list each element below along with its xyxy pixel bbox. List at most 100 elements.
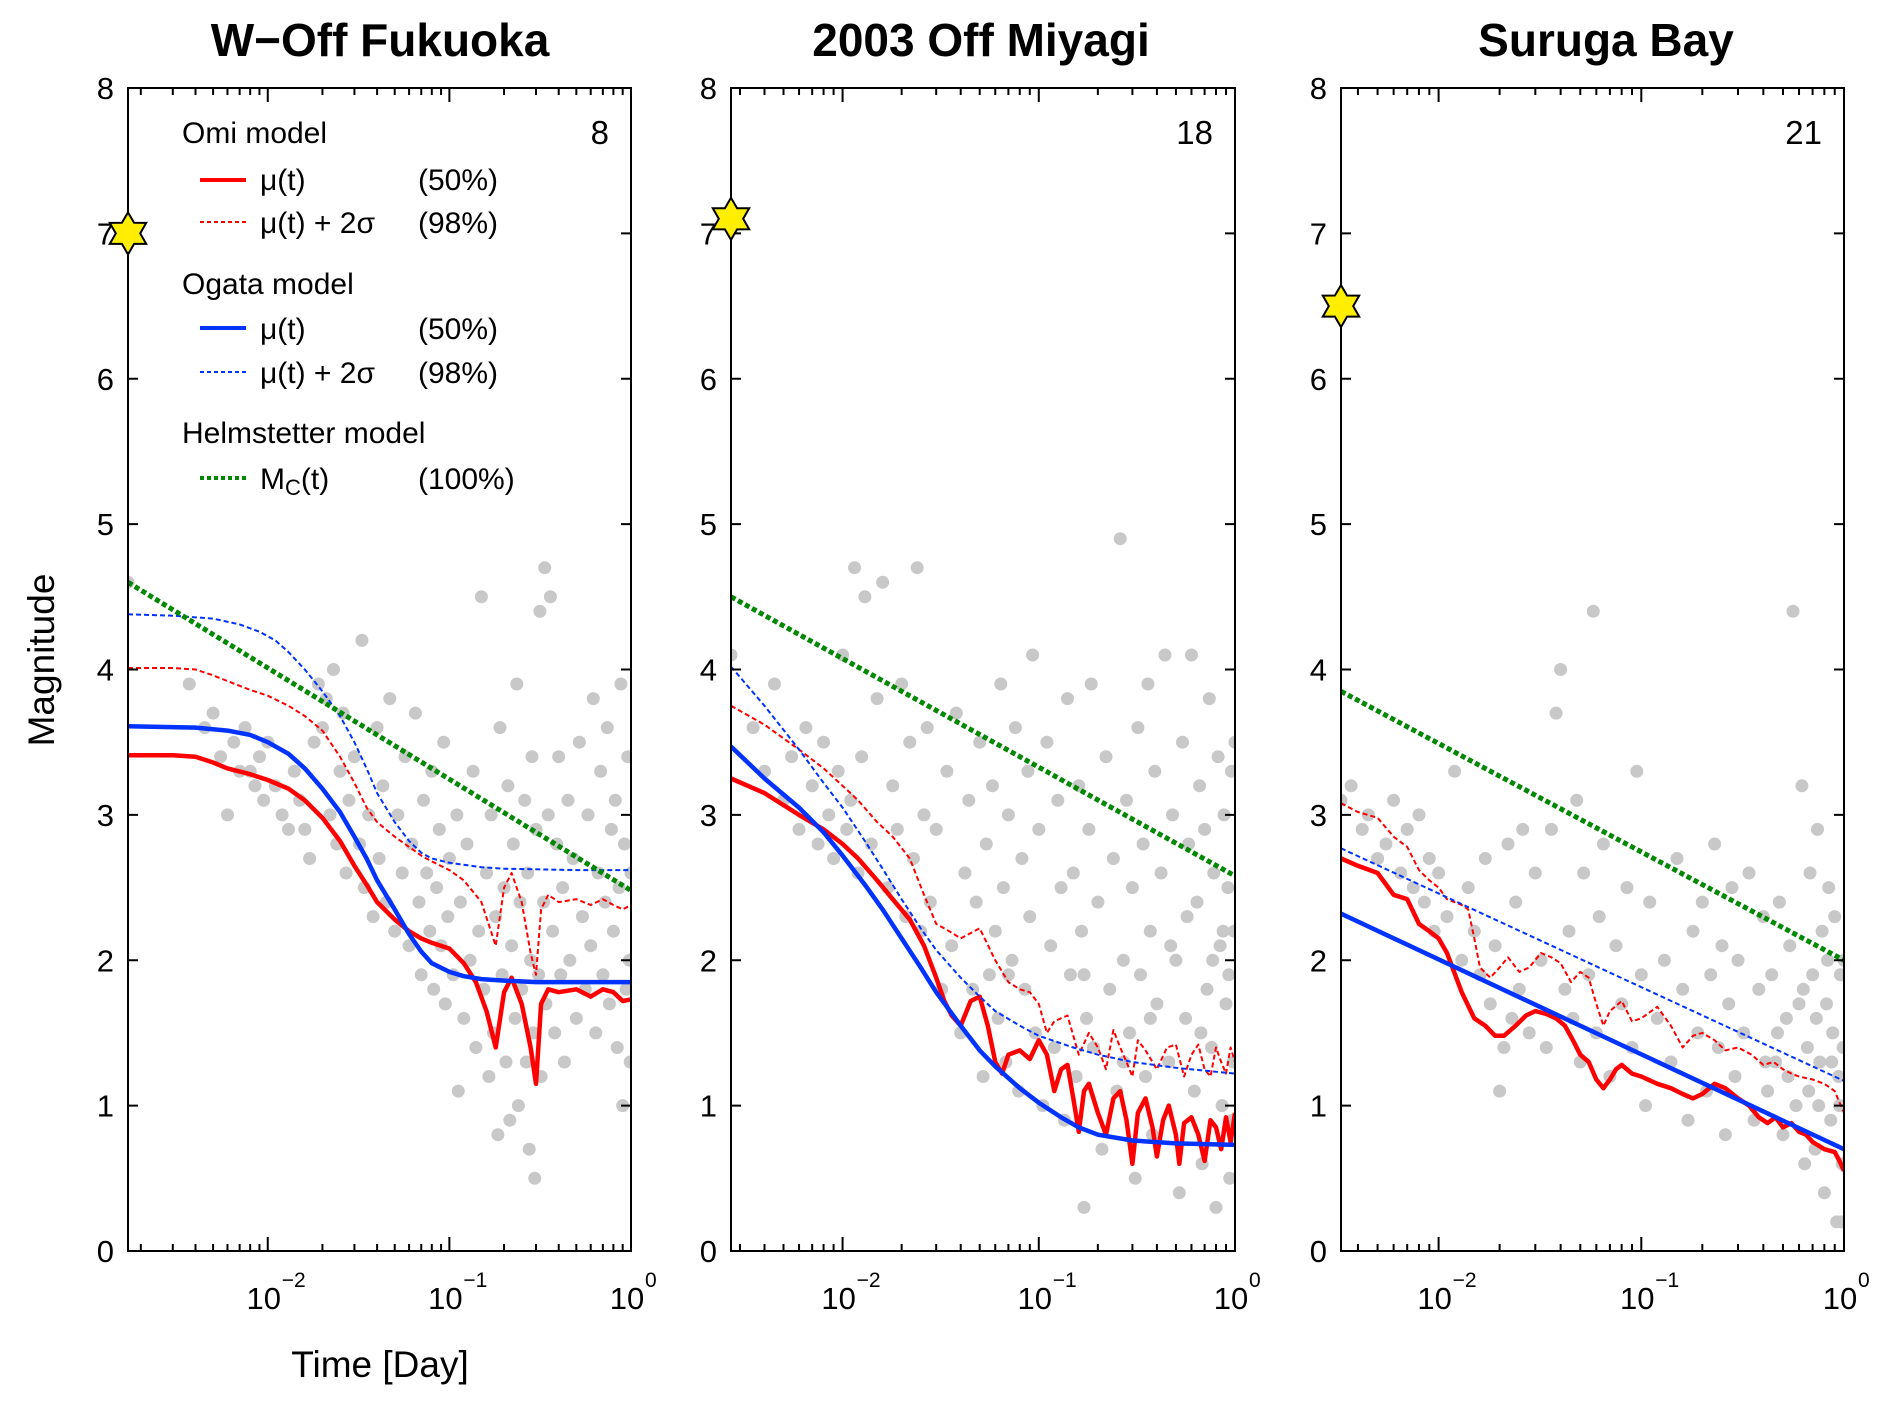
event-point [1077,968,1091,982]
event-point [1223,1171,1235,1185]
legend-omi-mu-label: μ(t) [260,164,306,197]
legend-helm-t: (t) [301,463,329,496]
event-point [1371,852,1385,865]
event-point [1800,1041,1814,1054]
y-tick-label: 1 [700,1089,717,1124]
event-point [554,968,568,982]
y-tick-label: 8 [1310,71,1327,106]
event-point [1761,1084,1775,1098]
event-point [1549,706,1563,720]
event-point [1440,910,1454,924]
event-point [1467,924,1481,938]
series-line [128,723,631,985]
series-line [128,753,631,1087]
event-point [1461,881,1475,895]
event-point [1182,837,1196,851]
mainshock-star-icon [108,210,148,257]
event-point [1005,953,1019,967]
event-point [1728,1070,1742,1083]
legend-omi-2s-pct: (98%) [418,207,498,240]
event-point [1670,852,1684,865]
event-point [1813,1055,1827,1069]
y-tick-label: 4 [1310,653,1327,688]
event-point [581,808,595,822]
event-point [1803,866,1817,880]
event-point [1522,1026,1536,1040]
event-point [1131,721,1145,735]
event-point [996,881,1010,895]
event-point [945,939,959,953]
event-point [519,1055,533,1069]
event-point [355,633,369,647]
event-point [287,764,301,778]
event-point [1143,924,1157,938]
event-point [876,575,890,589]
event-point [388,924,402,938]
event-point [1417,895,1431,909]
event-point [1001,968,1015,982]
event-point [1379,837,1393,851]
event-point [472,924,486,938]
event-point [1185,648,1198,662]
event-point [1219,997,1233,1011]
event-point [1023,910,1037,924]
event-point [982,968,996,982]
event-point [1792,997,1806,1011]
event-point [1643,895,1657,909]
x-tick-exponent: −1 [463,1269,487,1292]
mainshock-star-icon [711,195,751,242]
event-point [522,1142,536,1156]
x-tick-label: 10 [610,1281,644,1316]
event-point [1001,808,1015,822]
event-point [1355,822,1369,836]
event-point [438,997,452,1011]
event-point [1630,764,1644,778]
event-point [1824,1113,1838,1127]
event-point [805,779,819,793]
x-tick-exponent: −2 [282,1269,306,1292]
legend: Omi model μ(t) (50%) μ(t) + 2σ (98%) Oga… [182,117,515,500]
event-point [1562,924,1576,938]
event-point [870,692,884,706]
event-point [1769,1055,1783,1069]
event-point [1206,953,1220,967]
event-point [1501,837,1515,851]
y-tick-label: 1 [1310,1089,1327,1124]
event-point [482,1070,496,1083]
event-point [1120,793,1133,807]
event-point [1061,692,1074,706]
y-tick-label: 0 [97,1234,114,1269]
event-point [1765,968,1779,982]
event-count: 21 [1785,114,1822,151]
event-point [376,779,390,793]
x-tick-exponent: −1 [1655,1269,1679,1292]
panel-3-title: Suruga Bay [1478,14,1734,66]
event-point [586,692,600,706]
legend-ogata-2s-pct: (98%) [418,357,498,390]
event-point [1095,1142,1109,1156]
y-tick-label: 2 [700,943,717,978]
event-point [1596,837,1610,851]
model-lines [128,580,631,1087]
event-point [1008,721,1022,735]
event-point [1836,1041,1844,1054]
event-point [1558,982,1572,996]
event-point [768,677,781,691]
event-point [1528,866,1542,880]
legend-ogata-mu-label: μ(t) [260,313,306,346]
legend-helm-m: M [260,463,285,496]
legend-omi-title: Omi model [182,117,327,150]
event-point [227,735,241,749]
event-point [1609,939,1623,953]
event-point [1176,735,1189,749]
event-point [1686,924,1700,938]
event-point [1143,1011,1157,1025]
event-point [442,852,456,865]
event-point [408,706,422,720]
event-point [469,1041,483,1054]
legend-omi-mu-pct: (50%) [418,164,498,197]
event-point [602,997,616,1011]
event-point [1704,968,1718,982]
event-point [1227,924,1235,938]
event-point [298,822,312,836]
